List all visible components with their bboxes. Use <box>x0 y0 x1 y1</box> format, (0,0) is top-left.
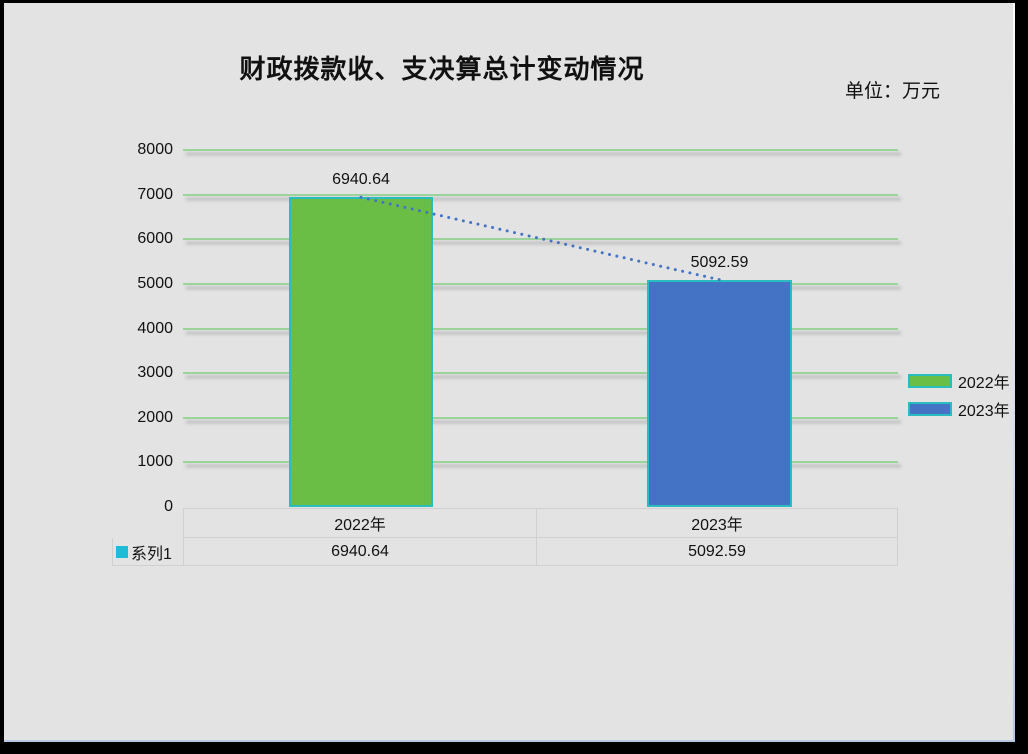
category-label-2022: 2022年 <box>183 508 537 538</box>
y-tick-5000: 5000 <box>137 274 173 292</box>
gridline-3000 <box>183 372 898 375</box>
series-label-cell: 系列1 <box>112 538 183 566</box>
table-value-2023: 5092.59 <box>537 538 898 566</box>
legend-swatch-2023 <box>908 402 952 416</box>
table-value-2022: 6940.64 <box>183 538 537 566</box>
y-tick-6000: 6000 <box>137 230 173 248</box>
legend-swatch-2022 <box>908 374 952 388</box>
gridline-8000 <box>183 149 898 151</box>
gridline-4000 <box>183 327 898 330</box>
data-label-2022年: 6940.64 <box>332 171 390 189</box>
category-axis-row: 2022年 2023年 <box>183 508 898 538</box>
bar-2022年 <box>289 197 433 507</box>
y-tick-8000: 8000 <box>137 141 173 158</box>
legend-label-2022: 2022年 <box>958 375 1010 392</box>
series-label: 系列1 <box>131 545 172 563</box>
y-tick-7000: 7000 <box>137 185 173 203</box>
chart-title: 财政拨款收、支决算总计变动情况 <box>239 55 645 84</box>
legend-entry-2022: 2022年 <box>908 371 1010 392</box>
y-tick-2000: 2000 <box>137 408 173 426</box>
series-marker-icon <box>116 545 128 558</box>
gridline-7000 <box>183 193 898 196</box>
y-tick-0: 0 <box>164 498 173 515</box>
legend-entry-2023: 2023年 <box>908 399 1010 420</box>
category-label-2023: 2023年 <box>537 508 898 538</box>
legend: 2022年 2023年 <box>908 371 1010 427</box>
gridline-2000 <box>183 416 898 419</box>
bar-2023年 <box>647 279 792 507</box>
gridline-1000 <box>183 461 898 464</box>
y-tick-3000: 3000 <box>137 364 173 382</box>
unit-label: 单位：万元 <box>845 81 941 102</box>
chart-window: 财政拨款收、支决算总计变动情况 单位：万元 0 1000 2000 3000 4000 5… <box>4 3 1015 742</box>
y-tick-1000: 1000 <box>137 453 173 471</box>
data-label-2023年: 5092.59 <box>690 253 749 271</box>
gridline-5000 <box>183 282 898 285</box>
legend-label-2023: 2023年 <box>958 403 1010 420</box>
data-table-row: 系列1 6940.64 5092.59 <box>112 538 898 566</box>
y-tick-4000: 4000 <box>137 319 173 337</box>
